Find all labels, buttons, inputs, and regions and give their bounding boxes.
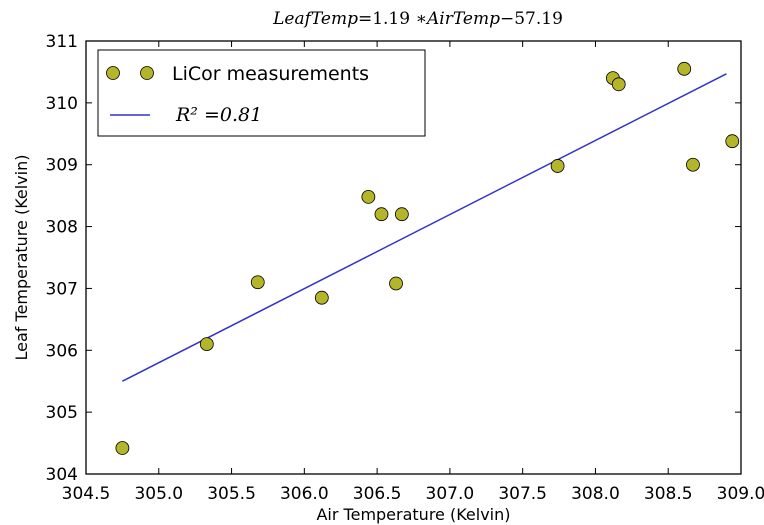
x-tick-label: 309.0 [717, 484, 764, 504]
x-tick-label: 307.5 [498, 484, 547, 504]
y-tick-label: 308 [46, 218, 78, 238]
data-point [389, 276, 403, 291]
data-point [361, 189, 376, 204]
x-tick-label: 305.0 [134, 484, 183, 504]
legend-label-scatter: LiCor measurements [172, 63, 369, 85]
x-tick-label: 304.5 [62, 484, 111, 504]
legend: LiCor measurements R² =0.81 [97, 49, 426, 137]
data-point [314, 290, 329, 305]
data-point [550, 159, 565, 173]
y-tick-label: 306 [46, 341, 78, 361]
regression-line [122, 73, 727, 382]
x-tick-label: 306.0 [280, 484, 329, 504]
legend-label-line: R² =0.81 [175, 104, 262, 126]
y-tick-label: 311 [46, 32, 78, 52]
data-point [394, 207, 409, 222]
chart-marks [115, 61, 740, 455]
y-tick-label: 304 [46, 465, 78, 485]
axis-ticks: 304.5 305.0 305.5 306.0 306.5 307.0 307.5 308.0… [46, 32, 764, 504]
chart-title: LeafTemp=1.19 ∗AirTemp−57.19 [272, 9, 563, 29]
x-tick-label: 308.0 [571, 484, 620, 504]
x-axis-label: Air Temperature (Kelvin) [316, 505, 510, 524]
x-tick-label: 305.5 [207, 484, 256, 504]
data-point [250, 275, 265, 290]
y-tick-label: 309 [46, 156, 78, 176]
data-point [686, 157, 700, 172]
data-point [677, 61, 692, 76]
x-tick-label: 308.5 [644, 484, 693, 504]
data-point [115, 441, 130, 455]
y-tick-label: 307 [46, 279, 78, 299]
x-tick-label: 306.5 [353, 484, 402, 504]
data-point [199, 337, 214, 352]
y-axis-label: Leaf Temperature (Kelvin) [12, 155, 31, 361]
legend-marker [140, 66, 154, 80]
data-point [374, 207, 389, 222]
data-point [725, 134, 740, 149]
plot-frame [85, 40, 742, 475]
legend-marker [106, 66, 120, 80]
legend-box [97, 49, 426, 137]
data-point [611, 77, 626, 92]
y-tick-label: 310 [46, 94, 78, 114]
y-tick-label: 305 [46, 403, 78, 423]
x-tick-label: 307.0 [426, 484, 475, 504]
